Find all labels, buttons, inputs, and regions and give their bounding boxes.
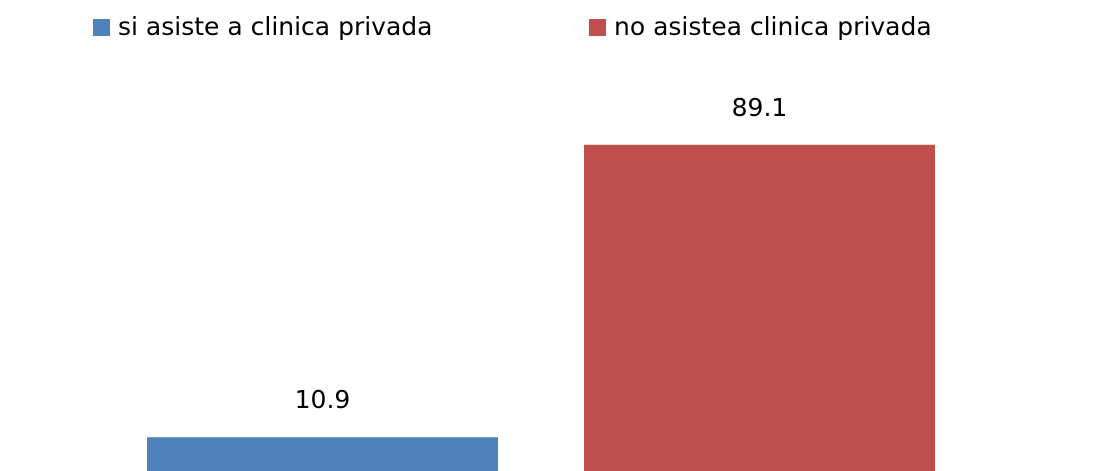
- legend-label: si asiste a clinica privada: [118, 12, 432, 41]
- legend-swatch: [589, 19, 606, 36]
- data-label: 10.9: [295, 385, 351, 414]
- bar: [147, 437, 498, 471]
- legend-swatch: [93, 19, 110, 36]
- legend-label: no asistea clinica privada: [614, 12, 932, 41]
- bar: [584, 144, 935, 471]
- data-label: 89.1: [732, 93, 788, 122]
